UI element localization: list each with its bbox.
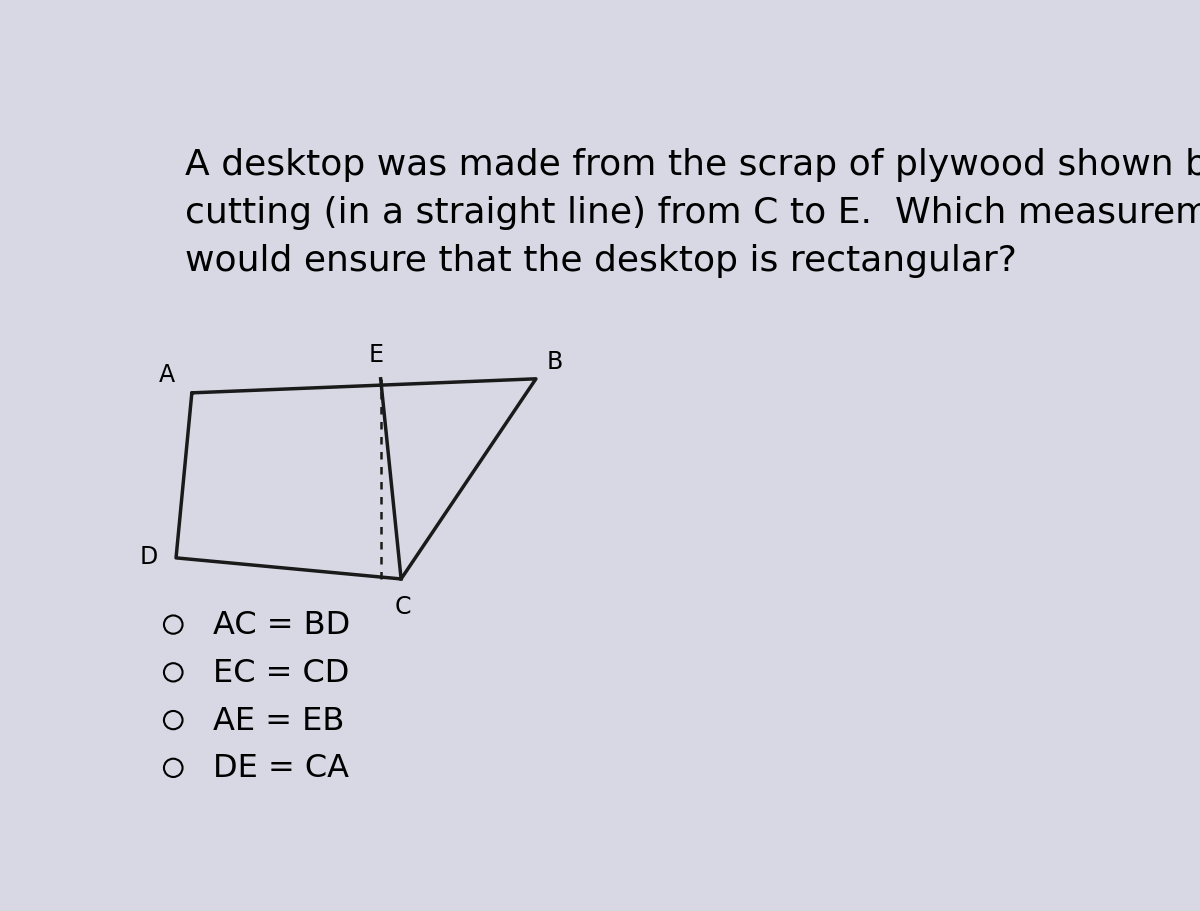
- Text: would ensure that the desktop is rectangular?: would ensure that the desktop is rectang…: [185, 243, 1018, 277]
- Text: D: D: [139, 545, 157, 568]
- Text: DE = CA: DE = CA: [214, 752, 349, 783]
- Text: cutting (in a straight line) from C to E.  Which measurement: cutting (in a straight line) from C to E…: [185, 196, 1200, 230]
- Text: A: A: [158, 363, 175, 386]
- Text: AE = EB: AE = EB: [214, 705, 344, 736]
- Text: B: B: [547, 350, 563, 374]
- Text: AC = BD: AC = BD: [214, 609, 350, 640]
- Text: EC = CD: EC = CD: [214, 657, 349, 688]
- Text: E: E: [368, 343, 384, 367]
- Text: A desktop was made from the scrap of plywood shown by: A desktop was made from the scrap of ply…: [185, 148, 1200, 182]
- Text: C: C: [395, 595, 412, 619]
